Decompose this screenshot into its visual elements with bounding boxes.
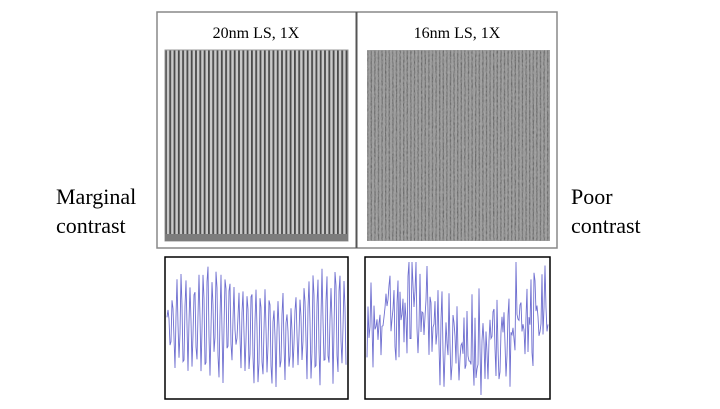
side-label: Marginal	[56, 184, 136, 209]
side-label: Poor	[571, 184, 613, 209]
side-label: contrast	[56, 213, 126, 238]
sem-image-right	[366, 49, 551, 242]
image-edge	[165, 234, 348, 241]
intensity-profile	[166, 266, 347, 388]
intensity-profile	[366, 261, 549, 396]
sem-image-left	[164, 49, 349, 242]
profiles	[166, 261, 549, 396]
panel-title: 20nm LS, 1X	[213, 25, 300, 42]
panel-title: 16nm LS, 1X	[414, 25, 501, 42]
side-label: contrast	[571, 213, 641, 238]
